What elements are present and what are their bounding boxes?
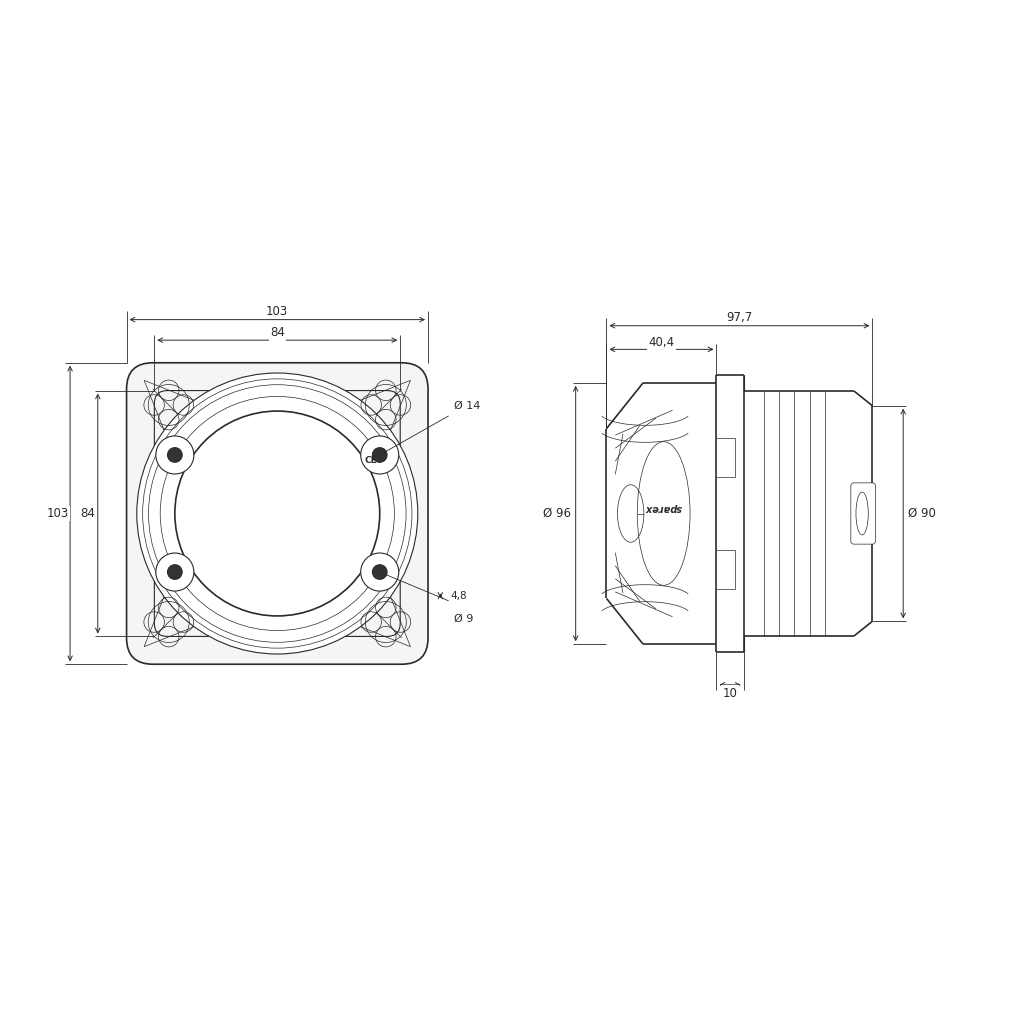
Text: Ø 14: Ø 14 bbox=[454, 401, 480, 411]
Text: 4,8: 4,8 bbox=[451, 591, 467, 601]
Circle shape bbox=[156, 435, 194, 474]
FancyBboxPatch shape bbox=[126, 363, 428, 664]
Circle shape bbox=[143, 379, 412, 648]
Text: Ø 9: Ø 9 bbox=[454, 614, 473, 624]
Text: 97,7: 97,7 bbox=[726, 311, 753, 324]
Text: Ø 96: Ø 96 bbox=[543, 507, 571, 520]
FancyBboxPatch shape bbox=[850, 483, 875, 544]
Text: 84: 84 bbox=[270, 327, 284, 340]
Text: CE: CE bbox=[365, 456, 377, 465]
Circle shape bbox=[160, 396, 394, 631]
Bar bbox=[717, 438, 735, 477]
Circle shape bbox=[373, 565, 387, 579]
Text: 40,4: 40,4 bbox=[648, 336, 675, 348]
Text: 10: 10 bbox=[723, 687, 737, 699]
Circle shape bbox=[167, 448, 182, 462]
Text: 84: 84 bbox=[80, 507, 94, 520]
Text: sparex: sparex bbox=[645, 503, 682, 514]
Circle shape bbox=[360, 553, 398, 592]
Text: 103: 103 bbox=[266, 305, 289, 318]
Circle shape bbox=[137, 373, 418, 654]
Circle shape bbox=[175, 411, 380, 616]
Circle shape bbox=[373, 448, 387, 462]
Text: Ø 90: Ø 90 bbox=[908, 507, 936, 520]
Bar bbox=[717, 550, 735, 589]
Text: 103: 103 bbox=[46, 507, 69, 520]
Circle shape bbox=[156, 553, 194, 592]
Circle shape bbox=[167, 565, 182, 579]
Circle shape bbox=[149, 385, 406, 642]
Circle shape bbox=[360, 435, 398, 474]
